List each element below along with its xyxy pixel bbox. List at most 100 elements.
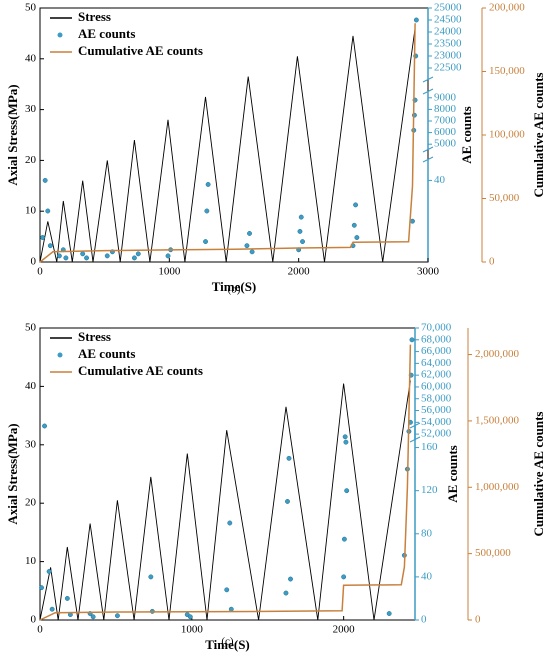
ae-point (227, 520, 233, 526)
ae-point (187, 614, 193, 620)
ae-point (410, 218, 415, 224)
ae-point (148, 574, 154, 580)
ae-point (204, 208, 210, 214)
ae-point (45, 208, 51, 214)
y-tick-label: 0 (31, 256, 37, 268)
stress-line (39, 28, 416, 263)
ae-point (288, 576, 293, 582)
y2-tick-label: 22500 (434, 62, 462, 74)
ae-point (413, 17, 419, 23)
y2-tick-label: 23500 (434, 38, 462, 50)
ae-point (409, 337, 415, 343)
caption: (b) (228, 284, 241, 296)
y2-axis-title: AE counts (445, 445, 460, 502)
ae-point (300, 239, 305, 245)
ae-point (351, 222, 357, 228)
ae-point (42, 177, 48, 183)
ae-point (244, 243, 250, 249)
ae-point (131, 255, 137, 261)
y3-tick-label: 1,000,000 (475, 481, 520, 493)
y-tick-label: 10 (25, 205, 37, 217)
y2-tick-label: 52,000 (421, 428, 452, 440)
y2-tick-label: 0 (421, 614, 427, 626)
y-tick-label: 30 (25, 438, 37, 450)
x-tick-label: 0 (37, 624, 43, 636)
y3-tick-label: 500,000 (475, 547, 511, 559)
y2-tick-label: 5000 (434, 138, 457, 150)
cumulative-line (39, 23, 416, 263)
y2-tick-label: 23000 (434, 50, 462, 62)
ae-point (354, 235, 360, 240)
legend-label: Stress (78, 9, 111, 24)
x-tick-label: 1000 (158, 266, 181, 278)
ae-point (84, 255, 90, 261)
y2-tick-label: 64,000 (421, 357, 452, 369)
ae-point (90, 614, 96, 620)
y-tick-label: 0 (31, 614, 37, 626)
x-tick-label: 2000 (333, 624, 356, 636)
x-axis-title: Time(S) (212, 279, 257, 294)
y2-tick-label: 24500 (434, 14, 462, 26)
y2-tick-label: 56,000 (421, 404, 452, 416)
ae-point (341, 574, 347, 580)
ae-point (298, 214, 304, 220)
ae-point (247, 230, 252, 236)
ae-point (341, 536, 347, 542)
axis-break (422, 146, 434, 163)
y-axis-title: Axial Stress(MPa) (5, 84, 20, 185)
y2-tick-label: 80 (421, 527, 433, 539)
y2-tick-label: 25000 (434, 2, 462, 14)
ae-point (285, 498, 290, 504)
ae-point (342, 434, 348, 440)
y-tick-label: 40 (25, 380, 37, 392)
ae-point (203, 239, 208, 245)
stress-line (39, 380, 411, 621)
ae-point (114, 613, 120, 619)
caption: (c) (221, 636, 234, 648)
y2-tick-label: 62,000 (421, 369, 452, 381)
y-tick-label: 10 (25, 555, 37, 567)
y2-tick-label: 120 (421, 484, 438, 496)
y3-tick-label: 0 (489, 256, 495, 268)
y3-tick-label: 150,000 (489, 65, 525, 77)
ae-point (39, 585, 44, 591)
cumulative-line (39, 344, 412, 621)
x-tick-label: 0 (37, 266, 43, 278)
ae-point (205, 182, 211, 187)
ae-point (343, 439, 349, 445)
legend-label: AE counts (78, 346, 135, 361)
ae-point (297, 228, 303, 234)
axis-break (422, 76, 434, 95)
ae-point (353, 202, 359, 208)
ae-point (224, 587, 230, 593)
y3-axis-title: Cumulative AE counts (531, 73, 546, 198)
ae-point (56, 253, 62, 259)
y2-tick-label: 8000 (434, 103, 457, 115)
y3-tick-label: 1,500,000 (475, 414, 520, 426)
ae-point (42, 423, 48, 429)
y2-tick-label: 9000 (434, 91, 457, 103)
x-axis-title: Time(S) (205, 637, 250, 652)
legend-label: Cumulative AE counts (78, 43, 203, 58)
y2-tick-label: 160 (421, 441, 438, 453)
y3-tick-label: 200,000 (489, 2, 525, 14)
x-tick-label: 3000 (417, 266, 440, 278)
ae-point (63, 255, 69, 261)
y3-tick-label: 2,000,000 (475, 348, 520, 360)
axis-break (409, 422, 421, 443)
x-tick-label: 2000 (288, 266, 311, 278)
y3-tick-label: 0 (475, 614, 481, 626)
legend-label: Cumulative AE counts (78, 363, 203, 378)
ae-point (249, 249, 255, 255)
ae-point (165, 253, 171, 259)
ae-point (40, 235, 46, 240)
y3-tick-label: 100,000 (489, 129, 525, 141)
y-tick-label: 20 (25, 497, 37, 509)
y2-tick-label: 7000 (434, 115, 457, 127)
ae-point (344, 488, 350, 494)
y2-tick-label: 58,000 (421, 392, 452, 404)
y2-tick-label: 54,000 (421, 416, 452, 428)
y-tick-label: 30 (25, 103, 37, 115)
y3-axis-title: Cumulative AE counts (531, 412, 546, 537)
